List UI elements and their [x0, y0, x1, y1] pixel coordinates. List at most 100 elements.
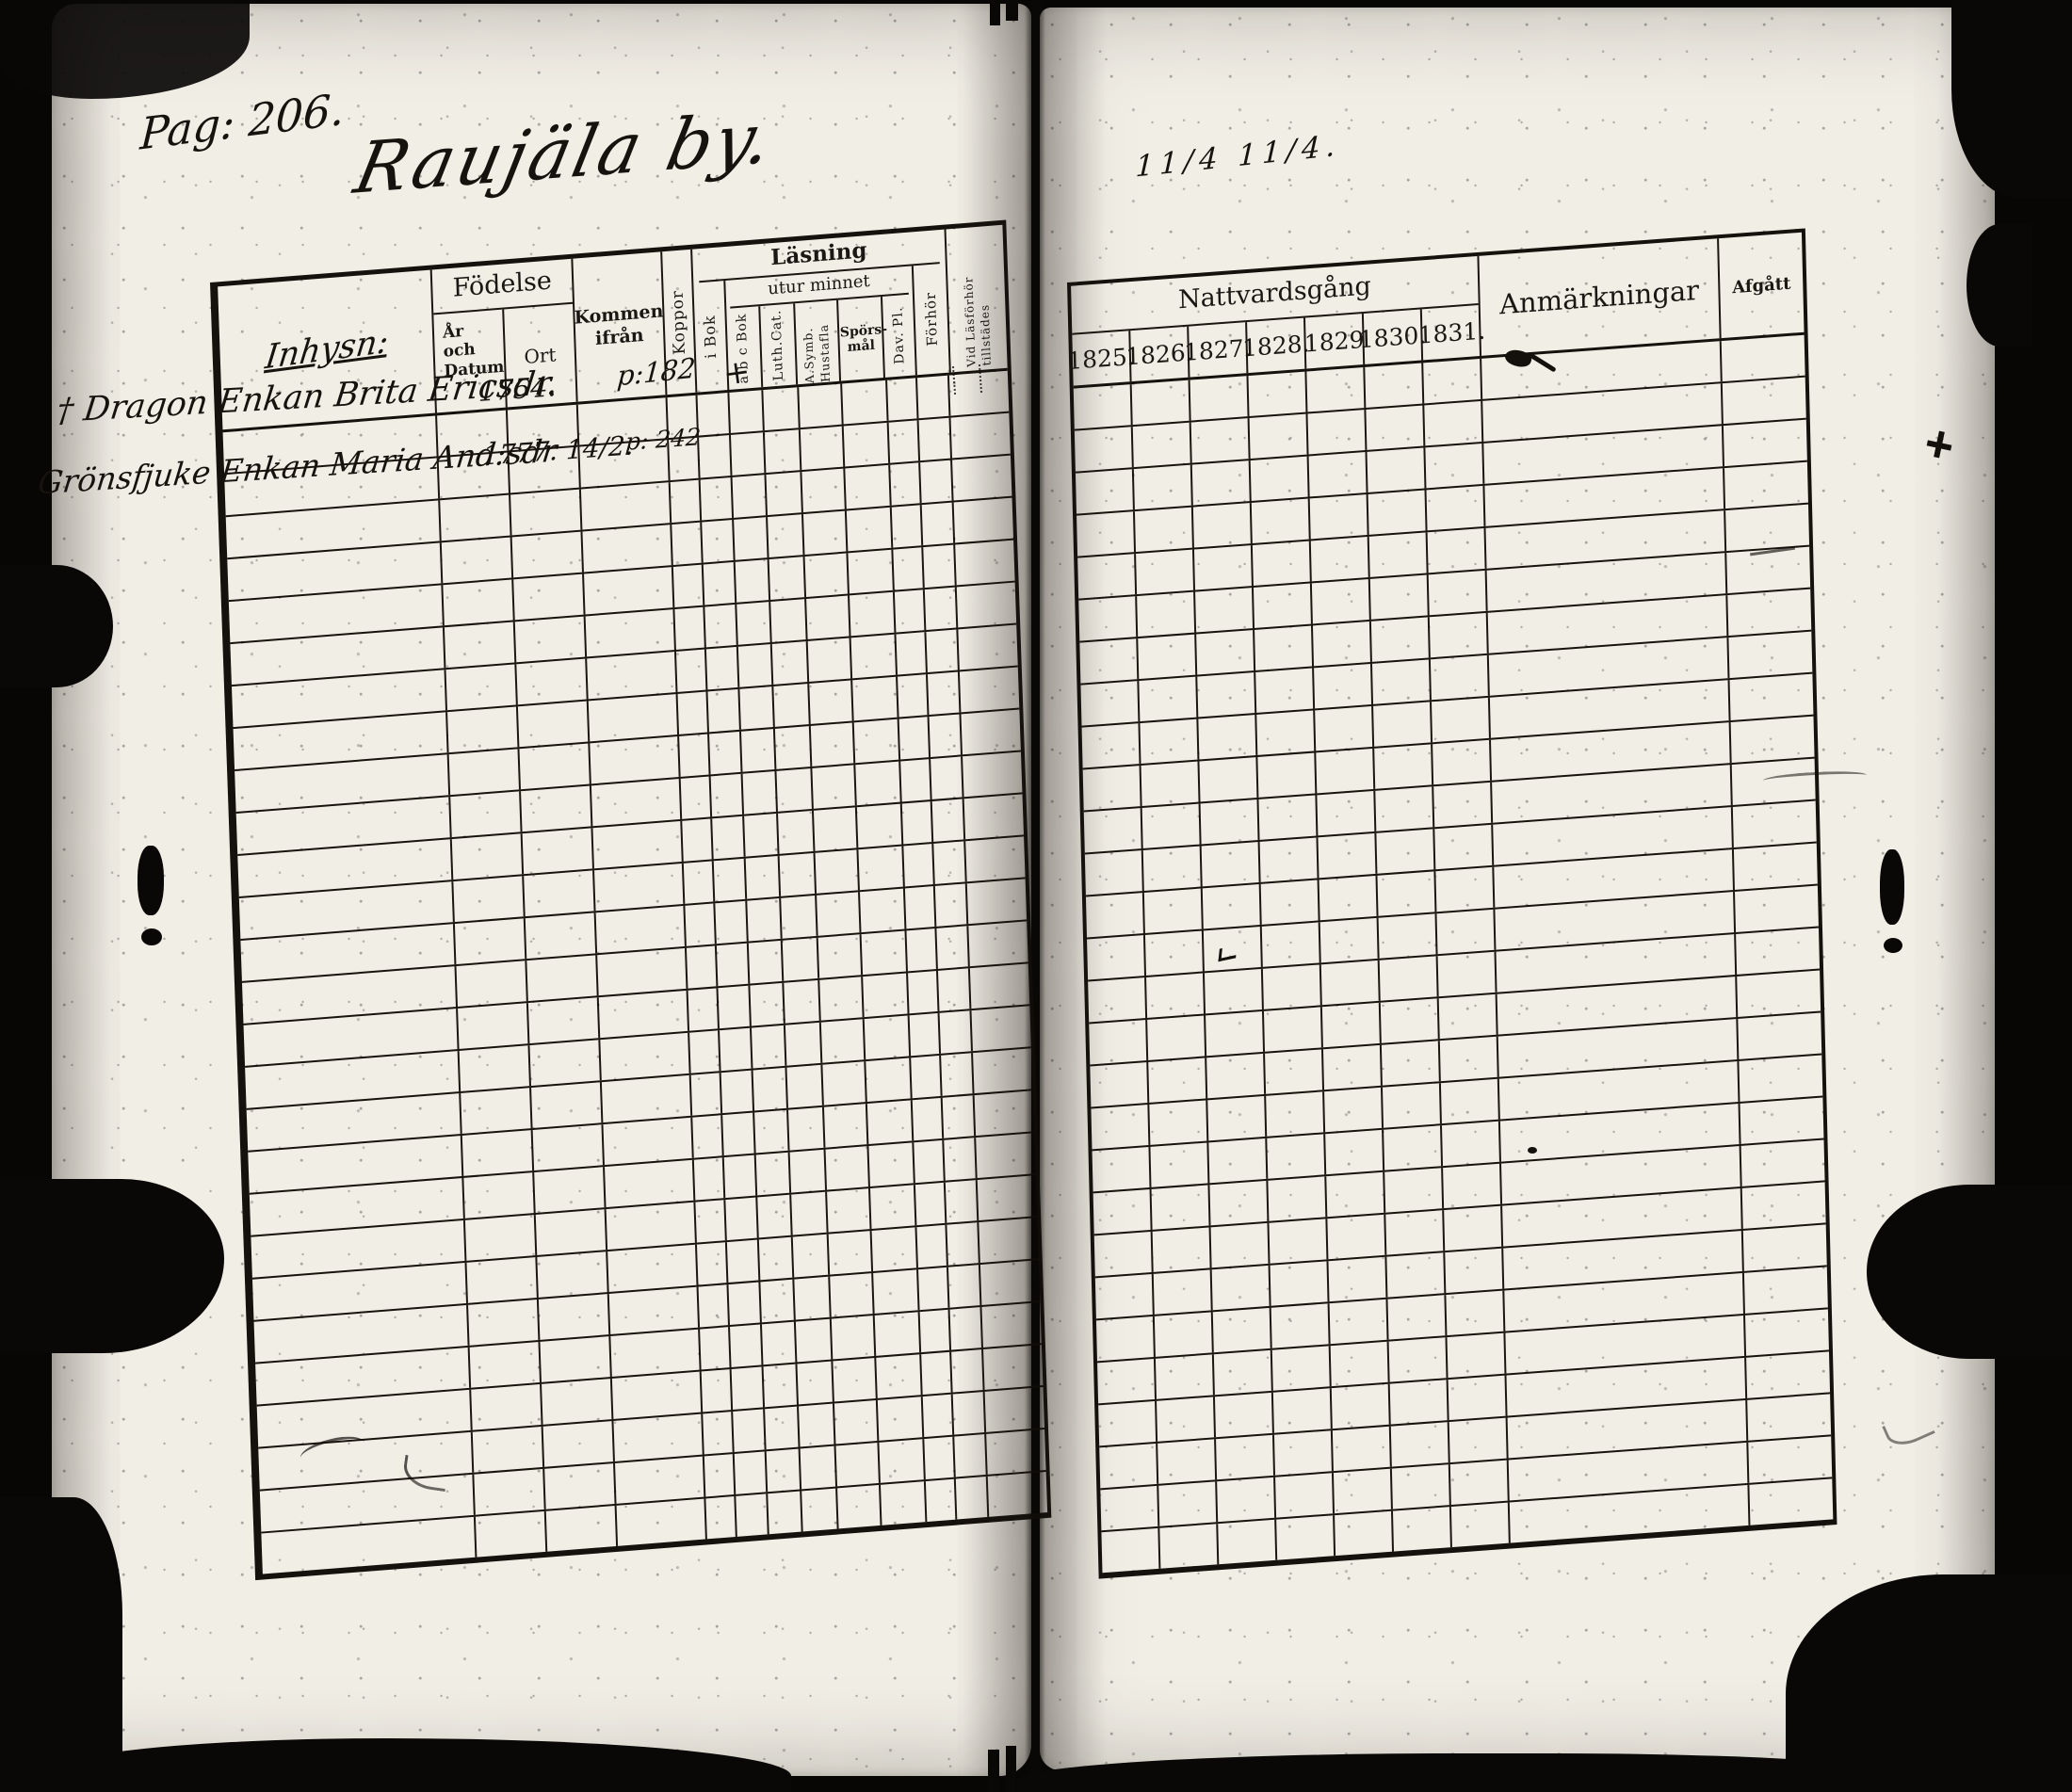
grid-cell [1724, 462, 1808, 509]
grid-cell [1212, 1307, 1272, 1353]
grid-cell [699, 434, 733, 478]
grid-cell [453, 876, 526, 923]
grid-cell [1083, 807, 1143, 853]
grid-cell [843, 422, 891, 467]
grid-cell [542, 1378, 614, 1425]
grid-cell [1444, 1205, 1504, 1251]
grid-cell [1252, 541, 1312, 586]
grid-cell [587, 651, 678, 700]
grid-cell [945, 1180, 979, 1223]
grid-cell [1214, 1392, 1274, 1438]
grid-cell [590, 735, 681, 784]
grid-cell [540, 1335, 612, 1382]
grid-cell [1148, 1057, 1208, 1103]
grid-cell [1726, 547, 1810, 593]
grid-cell [957, 583, 1014, 628]
header-a-symb-hustafla: A.Symb. Hustafla [795, 299, 841, 385]
grid-cell [927, 671, 962, 716]
grid-cell [800, 1445, 838, 1490]
grid-cell [965, 837, 1023, 882]
grid-cell [906, 928, 938, 972]
grid-cell [705, 1495, 737, 1540]
grid-cell [936, 926, 970, 969]
grid-cell [1139, 676, 1199, 722]
grid-cell [1435, 866, 1496, 912]
grid-cell [715, 900, 749, 944]
grid-cell [801, 1488, 839, 1532]
grid-cell [1197, 671, 1257, 718]
grid-cell [1142, 846, 1203, 891]
grid-cell [1387, 1295, 1448, 1340]
grid-cell [898, 717, 931, 760]
grid-cell [1259, 837, 1319, 882]
grid-cell [588, 693, 680, 742]
grid-cell [1269, 1219, 1329, 1264]
grid-cell [1270, 1261, 1330, 1306]
grid-cell [1137, 591, 1197, 638]
grid-cell [1263, 1007, 1323, 1052]
grid-cell [1747, 1394, 1831, 1440]
grid-cell [1255, 668, 1316, 713]
grid-cell [514, 616, 588, 663]
grid-cell [1324, 1087, 1384, 1133]
grid-cell [471, 1383, 543, 1430]
grid-cell [1149, 1100, 1209, 1145]
grid-cell [603, 1117, 694, 1166]
grid-cell [964, 795, 1022, 840]
grid-cell [1431, 697, 1491, 743]
grid-cell [778, 810, 816, 854]
grid-cell [911, 1055, 943, 1099]
grid-cell [792, 1234, 831, 1278]
grid-cell [794, 1276, 832, 1320]
grid-cell [1204, 968, 1264, 1014]
grid-cell [1311, 578, 1371, 624]
grid-cell [914, 1139, 946, 1184]
grid-cell [1146, 973, 1206, 1018]
grid-cell [1276, 1515, 1336, 1560]
grid-cell [1098, 1400, 1158, 1446]
grid-cell [454, 918, 527, 965]
grid-cell [1144, 930, 1205, 976]
grid-cell [1101, 1527, 1161, 1574]
grid-cell [733, 1409, 767, 1452]
grid-cell [896, 632, 928, 675]
grid-cell [1327, 1214, 1387, 1260]
grid-cell [720, 1027, 753, 1072]
grid-cell [1728, 632, 1812, 678]
grid-cell [585, 608, 676, 657]
header-forhor: Förhör [921, 291, 941, 347]
grid-cell [1309, 493, 1369, 540]
grid-cell [1436, 909, 1497, 955]
grid-cell [510, 489, 583, 536]
grid-cell [1271, 1346, 1332, 1391]
grid-cell [1152, 1227, 1212, 1272]
grid-cell [815, 849, 860, 894]
grid-cell [833, 1357, 878, 1402]
grid-cell [1265, 1049, 1325, 1094]
grid-cell [1211, 1265, 1271, 1311]
grid-cell [683, 861, 716, 904]
grid-cell [1429, 612, 1489, 658]
grid-cell [1306, 366, 1367, 412]
grid-cell [1307, 409, 1368, 455]
grid-cell [1199, 756, 1259, 802]
grid-cell [1367, 447, 1427, 492]
grid-cell [1213, 1349, 1273, 1396]
grid-cell [1374, 744, 1434, 789]
grid-cell [1381, 1041, 1441, 1086]
grid-cell [890, 462, 922, 506]
grid-cell [766, 1448, 802, 1493]
grid-cell [757, 1194, 793, 1238]
grid-cell [1437, 951, 1497, 997]
grid-cell [1151, 1185, 1211, 1230]
left-page [52, 4, 1031, 1776]
grid-cell [1094, 1273, 1155, 1319]
grid-cell [1332, 1426, 1392, 1472]
grid-cell [1131, 379, 1191, 426]
grid-cell [730, 1324, 764, 1367]
grid-cell [785, 1022, 823, 1066]
grid-cell [701, 1368, 734, 1413]
grid-cell [961, 710, 1018, 755]
grid-cell [1253, 583, 1313, 628]
grid-cell [444, 622, 517, 669]
